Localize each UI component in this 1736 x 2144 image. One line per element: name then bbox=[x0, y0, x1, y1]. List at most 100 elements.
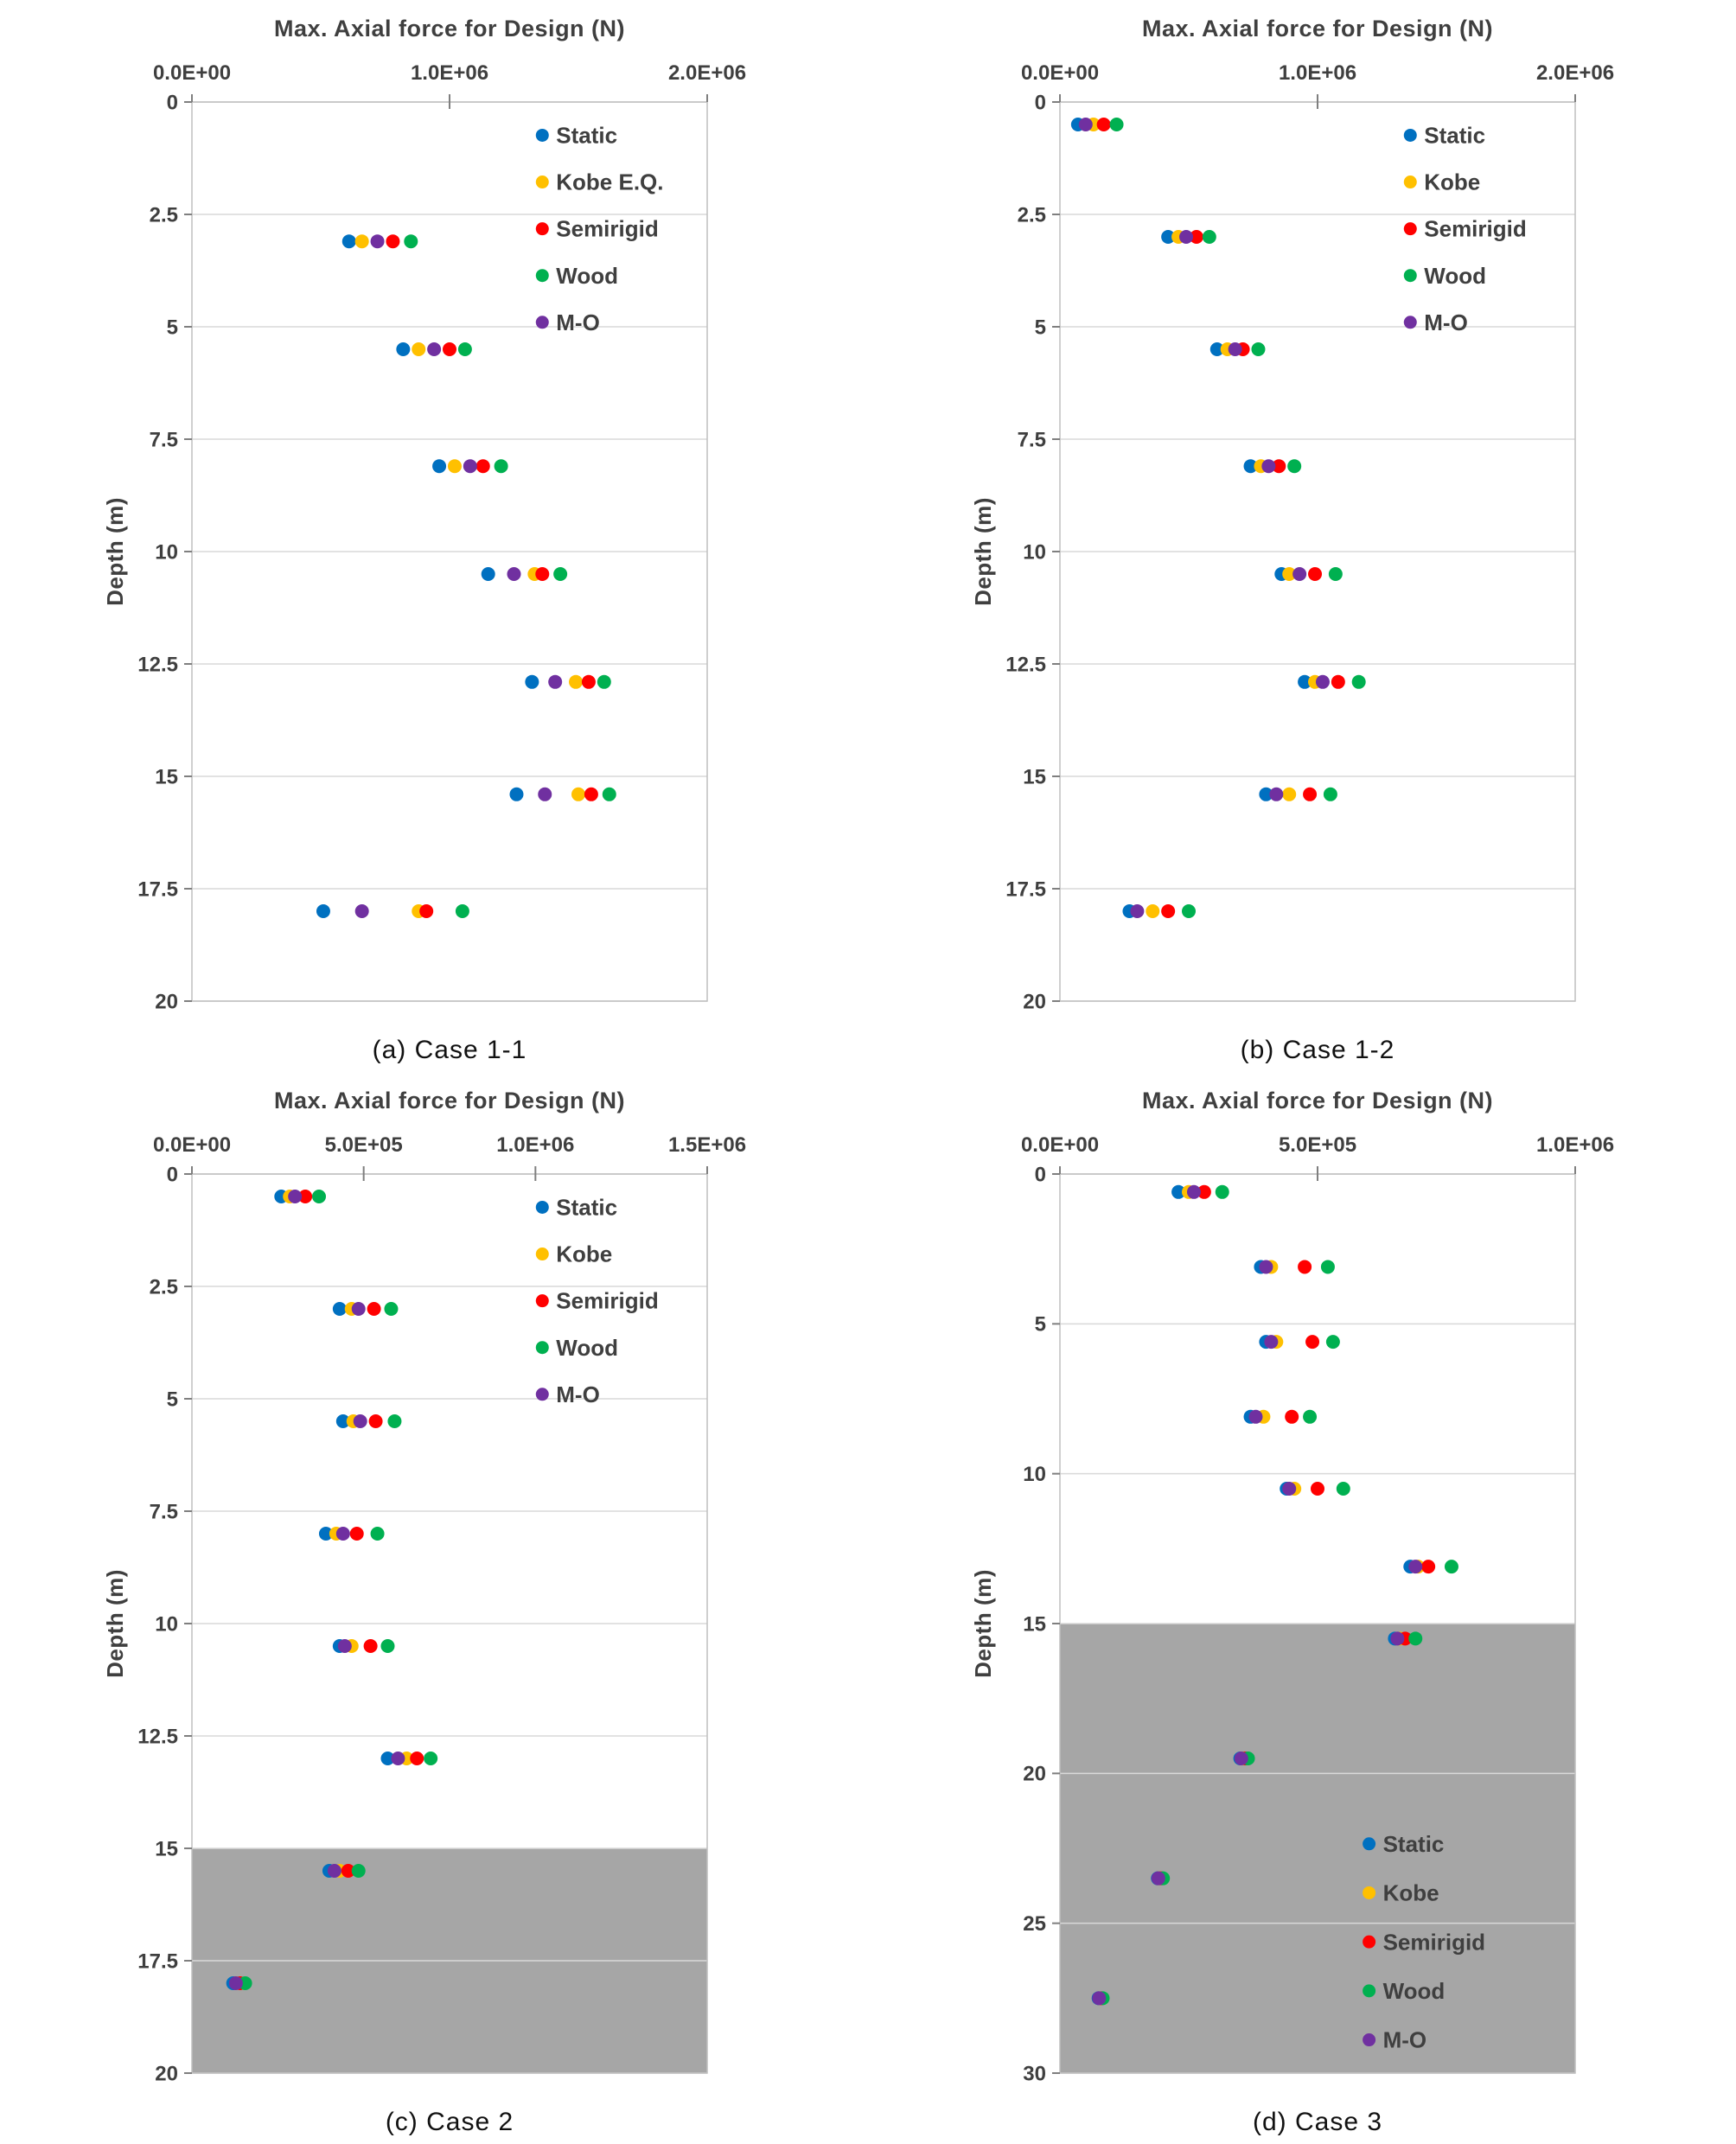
legend-label: M-O bbox=[1383, 2027, 1427, 2053]
data-point-m-o bbox=[370, 234, 385, 249]
data-point-kobe bbox=[1146, 904, 1160, 918]
data-point-wood bbox=[1323, 787, 1337, 801]
data-point-static bbox=[341, 234, 356, 249]
legend-label: Static bbox=[1383, 1831, 1445, 1857]
data-point-semirigid bbox=[298, 1190, 313, 1203]
data-point-static bbox=[509, 787, 524, 801]
legend-label: Semirigid bbox=[1383, 1929, 1485, 1955]
data-point-m-o bbox=[548, 674, 563, 689]
data-point-m-o bbox=[1248, 1409, 1263, 1424]
data-point-m-o bbox=[1315, 674, 1330, 689]
legend-marker bbox=[1363, 1935, 1376, 1949]
legend-marker bbox=[1363, 1984, 1376, 1998]
legend-label: Static bbox=[556, 123, 617, 149]
data-point-m-o bbox=[1259, 1260, 1273, 1274]
data-point-semirigid bbox=[1331, 674, 1345, 689]
y-tick-label: 7.5 bbox=[150, 428, 178, 451]
data-point-static bbox=[1259, 787, 1273, 801]
data-point-kobe-e-q- bbox=[447, 459, 462, 474]
data-point-semirigid bbox=[341, 1864, 355, 1878]
y-tick-label: 17.5 bbox=[137, 877, 178, 901]
chart-caption: (d) Case 3 bbox=[1252, 2108, 1383, 2136]
y-tick-label: 20 bbox=[1023, 990, 1046, 1013]
y-tick-label: 0 bbox=[167, 1163, 178, 1186]
data-point-static bbox=[380, 1752, 395, 1765]
data-point-m-o bbox=[353, 1414, 367, 1428]
data-point-semirigid bbox=[1303, 787, 1318, 801]
data-point-wood bbox=[1215, 1184, 1229, 1199]
data-point-m-o bbox=[354, 904, 369, 918]
data-point-wood bbox=[384, 1302, 399, 1316]
data-point-wood bbox=[553, 567, 568, 581]
y-tick-label: 2.5 bbox=[150, 203, 178, 227]
y-tick-label: 12.5 bbox=[137, 1725, 178, 1748]
y-tick-label: 15 bbox=[1023, 765, 1046, 788]
chart-title: Max. Axial force for Design (N) bbox=[273, 1088, 626, 1113]
data-point-wood bbox=[597, 674, 611, 689]
data-point-semirigid bbox=[386, 234, 400, 249]
data-point-static bbox=[1161, 230, 1176, 244]
data-point-wood bbox=[1328, 567, 1343, 581]
data-point-wood bbox=[1109, 118, 1124, 131]
data-point-wood bbox=[1287, 459, 1302, 474]
data-point-m-o bbox=[1269, 787, 1284, 801]
legend-marker bbox=[1363, 2033, 1376, 2047]
y-tick-label: 5 bbox=[1035, 1313, 1046, 1337]
x-tick-label: 0.0E+00 bbox=[1021, 1133, 1099, 1157]
y-axis-label: Depth (m) bbox=[970, 1569, 996, 1678]
chart-title: Max. Axial force for Design (N) bbox=[273, 16, 626, 41]
data-point-m-o bbox=[337, 1639, 352, 1653]
data-point-wood bbox=[1408, 1631, 1423, 1646]
x-tick-label: 5.0E+05 bbox=[1279, 1133, 1356, 1157]
legend-marker bbox=[1403, 316, 1417, 329]
data-point-m-o bbox=[1092, 1991, 1107, 2006]
x-tick-label: 0.0E+00 bbox=[153, 61, 231, 85]
legend-marker bbox=[535, 175, 549, 189]
data-point-semirigid bbox=[1311, 1482, 1324, 1496]
data-point-static bbox=[432, 459, 447, 474]
y-tick-label: 0 bbox=[1035, 1163, 1046, 1186]
data-point-wood bbox=[455, 904, 469, 918]
legend-label: Static bbox=[556, 1195, 617, 1221]
data-point-wood bbox=[1444, 1560, 1458, 1574]
data-point-m-o bbox=[1408, 1560, 1423, 1574]
legend-marker bbox=[535, 1247, 549, 1261]
chart-title: Max. Axial force for Design (N) bbox=[1141, 1088, 1494, 1113]
data-point-kobe-e-q- bbox=[569, 674, 584, 689]
legend-marker bbox=[1403, 175, 1417, 189]
scatter-plot-case-2: 0.0E+00 5.0E+05 1.0E+06 1.5E+06 0 2.5 5 7.5 10 12… bbox=[102, 1133, 746, 2085]
y-axis-label: Depth (m) bbox=[102, 497, 128, 606]
data-point-static bbox=[396, 342, 411, 356]
data-point-semirigid bbox=[584, 787, 598, 801]
legend-marker bbox=[1403, 222, 1417, 236]
data-point-wood bbox=[1351, 674, 1366, 689]
legend-marker bbox=[535, 269, 549, 283]
data-point-wood bbox=[1336, 1482, 1350, 1496]
x-tick-label: 1.0E+06 bbox=[1279, 61, 1356, 85]
legend-label: Wood bbox=[1424, 263, 1486, 289]
y-tick-label: 2.5 bbox=[150, 1275, 178, 1299]
y-tick-label: 20 bbox=[155, 990, 178, 1013]
data-point-m-o bbox=[1390, 1631, 1405, 1646]
legend-marker bbox=[1403, 269, 1417, 283]
y-tick-label: 5 bbox=[167, 316, 178, 339]
data-point-semirigid bbox=[1308, 567, 1323, 581]
data-point-semirigid bbox=[410, 1752, 424, 1765]
data-point-kobe-e-q- bbox=[412, 342, 426, 356]
x-tick-label: 0.0E+00 bbox=[1021, 61, 1099, 85]
data-point-semirigid bbox=[1272, 459, 1286, 474]
data-point-m-o bbox=[1228, 342, 1242, 356]
y-tick-label: 0 bbox=[1035, 91, 1046, 114]
data-point-static bbox=[1298, 674, 1312, 689]
legend-label: Semirigid bbox=[556, 1288, 658, 1314]
data-point-kobe bbox=[1282, 567, 1297, 581]
data-point-kobe-e-q- bbox=[571, 787, 585, 801]
y-tick-label: 7.5 bbox=[150, 1500, 178, 1523]
data-point-static bbox=[1171, 1184, 1186, 1199]
chart-case-1-2: Max. Axial force for Design (N) 0.0E+00 1… bbox=[868, 0, 1736, 1072]
data-point-static bbox=[525, 674, 539, 689]
legend-label: Semirigid bbox=[1424, 216, 1526, 242]
data-point-wood bbox=[1182, 904, 1196, 918]
data-point-wood bbox=[380, 1639, 395, 1653]
data-point-m-o bbox=[288, 1190, 303, 1203]
